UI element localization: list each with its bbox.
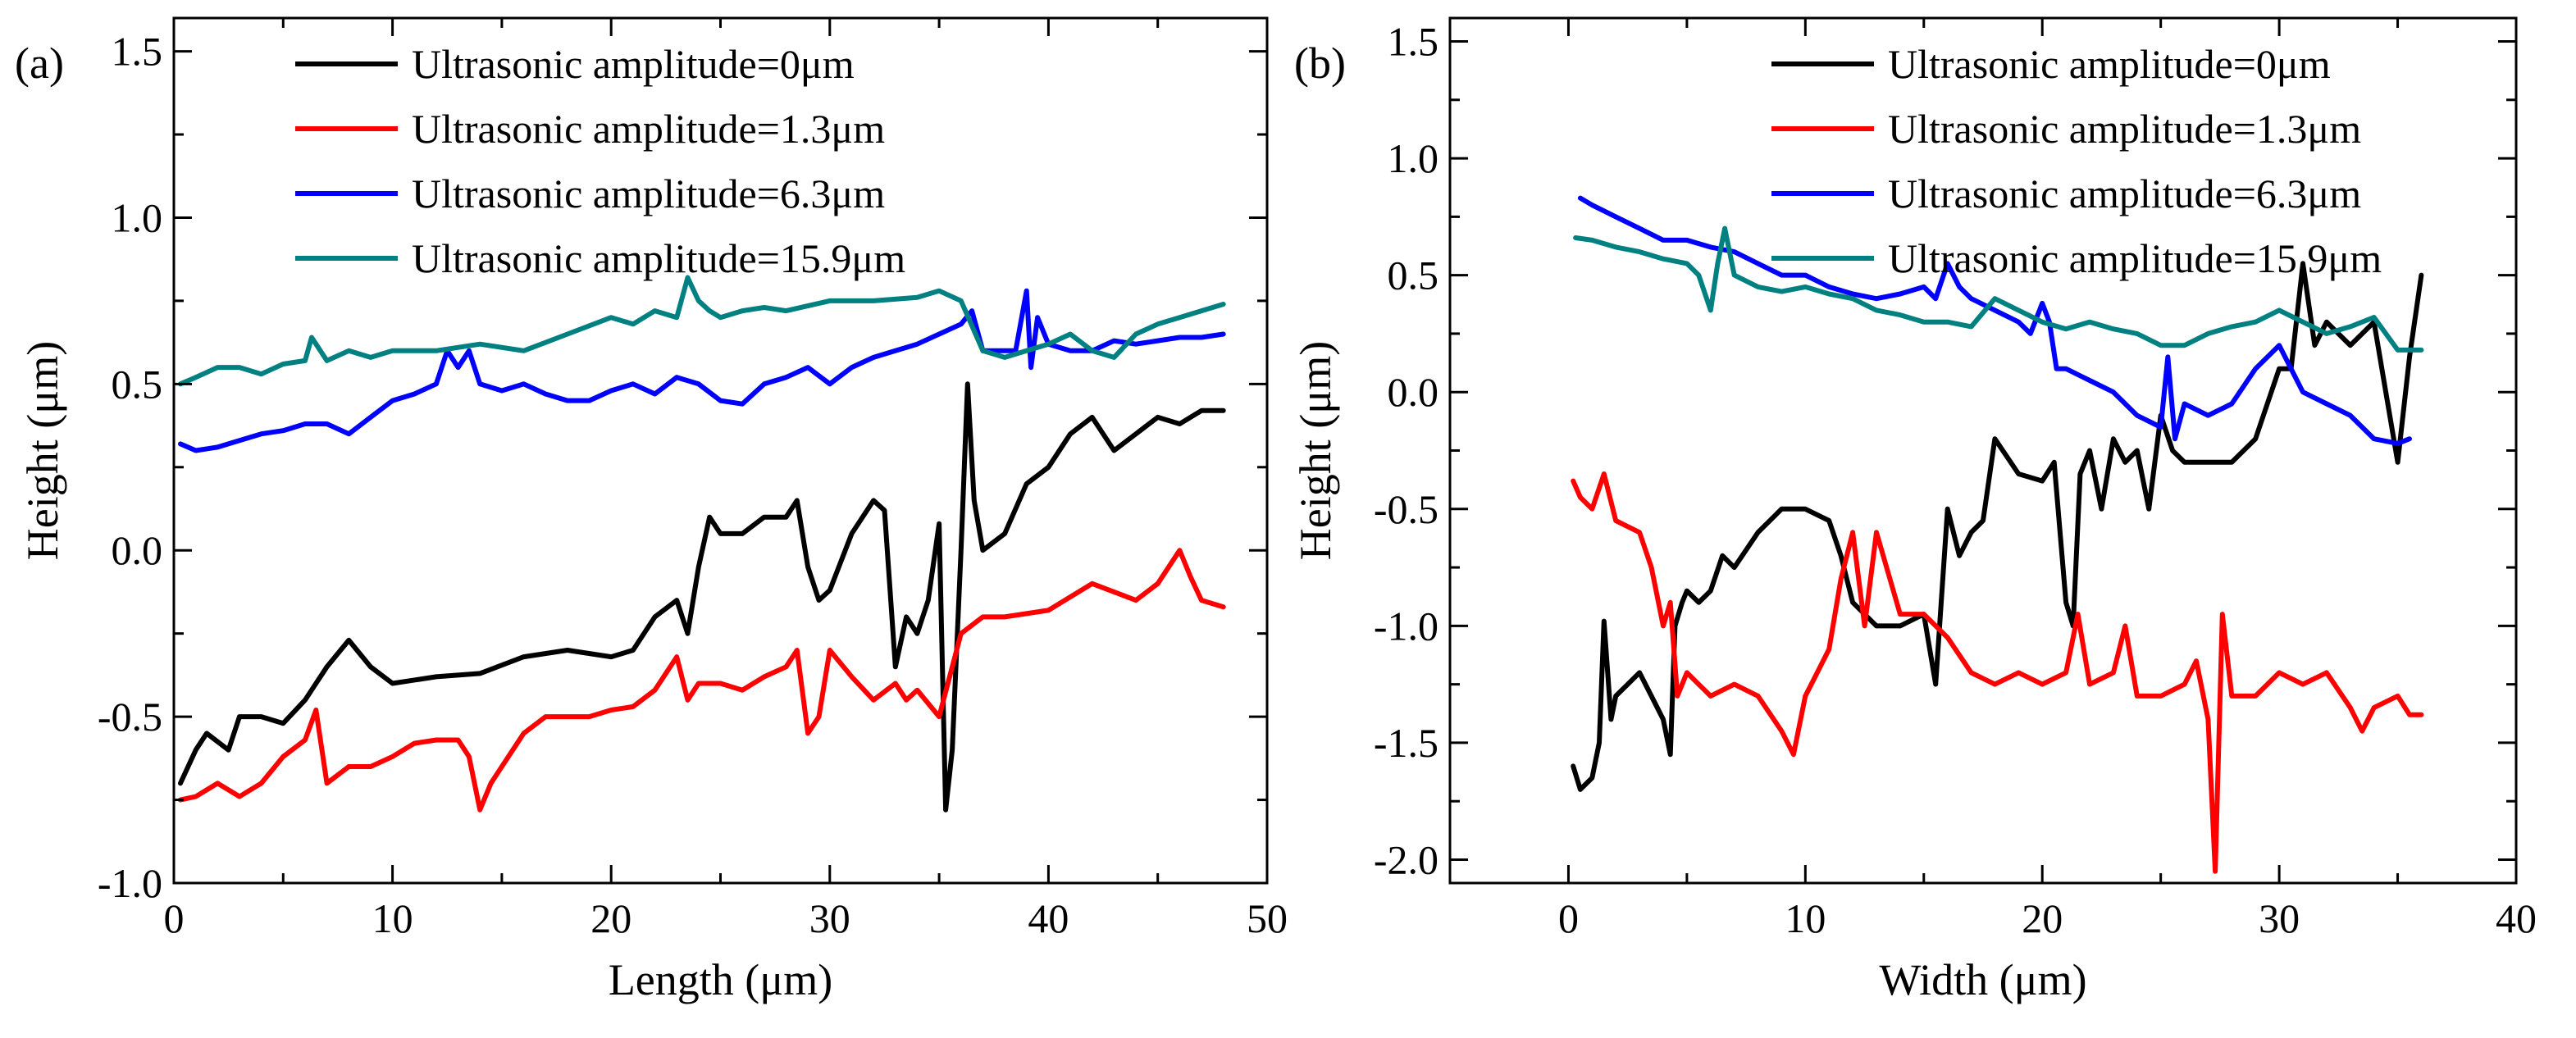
x-tick-label-b: 40 [2496,895,2537,941]
x-tick-label-b: 0 [1558,895,1579,941]
x-axis-title-b: Width (μm) [1879,955,2086,1004]
x-tick-label-b: 10 [1785,895,1826,941]
panel-label-a: (a) [15,39,64,88]
x-tick-label-a: 10 [372,895,413,941]
y-tick-label-b: 0.5 [1388,253,1439,298]
x-tick-label-b: 30 [2259,895,2300,941]
series-line-b-3 [1573,225,2424,353]
y-axis-title-a: Height (μm) [18,341,67,560]
series-line-b-1 [1571,471,2424,874]
x-tick-label-a: 0 [164,895,185,941]
y-tick-label-a: -0.5 [98,694,162,740]
legend-label-a-3: Ultrasonic amplitude=15.9μm [412,235,905,281]
chart-panel-b: 0 10 20 30 40 -2.0 -1.5 -1.0 -0.5 0.0 0.5 1.0 1.5 Wid… [1291,16,2537,1004]
y-tick-label-a: -1.0 [98,860,162,906]
y-tick-label-b: -1.0 [1374,603,1438,649]
series-line-a-2 [178,288,1226,453]
x-tick-label-b: 20 [2022,895,2063,941]
legend-label-a-2: Ultrasonic amplitude=6.3μm [412,171,885,216]
y-tick-label-a: 1.0 [112,194,163,240]
y-tick-label-b: 0.0 [1388,369,1439,415]
x-tick-label-a: 30 [809,895,850,941]
series-line-a-1 [178,548,1226,813]
series-line-b-0 [1571,261,2424,792]
y-tick-label-b: -0.5 [1374,486,1438,532]
y-tick-label-b: -2.0 [1374,836,1438,882]
y-tick-label-a: 0.0 [112,527,163,573]
x-tick-label-a: 20 [590,895,631,941]
panel-label-b: (b) [1294,39,1346,88]
chart-panel-a: 0 10 20 30 40 50 -1.0 -0.5 0.0 0.5 1.0 1.5 Length (μ… [15,16,1288,1004]
y-tick-label-b: 1.0 [1388,135,1439,181]
series-line-b-2 [1577,195,2412,446]
series-line-a-0 [178,381,1226,813]
y-tick-label-a: 0.5 [112,361,163,407]
legend-label-b-1: Ultrasonic amplitude=1.3μm [1888,106,2361,152]
y-tick-label-a: 1.5 [112,29,163,75]
y-tick-label-b: -1.5 [1374,720,1438,766]
x-axis-title-a: Length (μm) [609,955,832,1004]
legend-label-a-1: Ultrasonic amplitude=1.3μm [412,106,885,152]
x-tick-label-a: 40 [1028,895,1069,941]
legend-label-b-3: Ultrasonic amplitude=15.9μm [1888,235,2382,281]
y-tick-label-b: 1.5 [1388,19,1439,65]
legend-label-b-2: Ultrasonic amplitude=6.3μm [1888,171,2361,216]
legend-label-a-0: Ultrasonic amplitude=0μm [412,41,855,87]
x-tick-label-a: 50 [1247,895,1288,941]
series-line-a-3 [178,275,1226,387]
legend-label-b-0: Ultrasonic amplitude=0μm [1888,41,2331,87]
y-axis-title-b: Height (μm) [1291,341,1340,560]
